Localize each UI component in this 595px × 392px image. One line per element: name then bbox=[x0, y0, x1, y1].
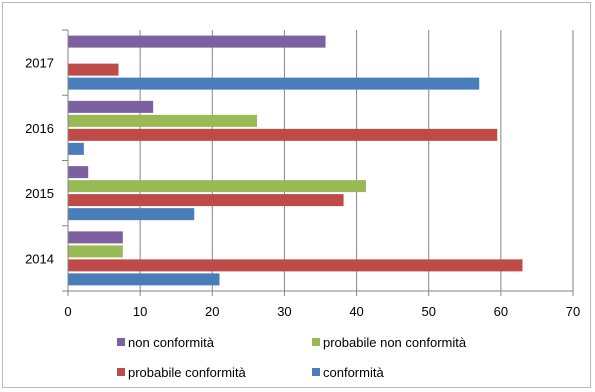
legend-swatch-probabile-conformita bbox=[117, 368, 125, 376]
bar-2016-probabile-conformita bbox=[68, 128, 498, 141]
x-tick-label-40: 40 bbox=[349, 304, 363, 319]
legend-swatch-non-conformita bbox=[117, 338, 125, 346]
legend-label-conformita: conformità bbox=[323, 365, 384, 380]
y-tick-label-2014: 2014 bbox=[25, 251, 54, 266]
bar-2016-non-conformita bbox=[68, 100, 154, 113]
x-tick-label-50: 50 bbox=[421, 304, 435, 319]
y-tick-label-2015: 2015 bbox=[25, 186, 54, 201]
x-tick-label-70: 70 bbox=[566, 304, 580, 319]
x-tick-label-60: 60 bbox=[494, 304, 508, 319]
legend-label-probabile-non-conformita: probabile non conformità bbox=[323, 335, 467, 350]
bar-2017-non-conformita bbox=[68, 35, 326, 48]
bar-2014-non-conformita bbox=[68, 231, 123, 244]
bar-2014-conformita bbox=[68, 273, 220, 286]
bar-2017-conformita bbox=[68, 77, 480, 90]
legend-swatch-probabile-non-conformita bbox=[312, 338, 320, 346]
bar-2015-conformita bbox=[68, 208, 195, 221]
legend-label-non-conformita: non conformità bbox=[128, 335, 215, 350]
bar-2014-probabile-non-conformita bbox=[68, 245, 123, 258]
bar-2015-probabile-conformita bbox=[68, 194, 344, 207]
y-tick-label-2016: 2016 bbox=[25, 121, 54, 136]
x-tick-label-20: 20 bbox=[205, 304, 219, 319]
bar-2015-non-conformita bbox=[68, 166, 89, 179]
x-tick-label-30: 30 bbox=[277, 304, 291, 319]
y-tick-label-2017: 2017 bbox=[25, 56, 54, 71]
x-tick-label-10: 10 bbox=[133, 304, 147, 319]
legend-label-probabile-conformita: probabile conformità bbox=[128, 365, 247, 380]
bar-2017-probabile-conformita bbox=[68, 63, 119, 76]
legend-swatch-conformita bbox=[312, 368, 320, 376]
bar-2015-probabile-non-conformita bbox=[68, 180, 366, 193]
x-tick-label-0: 0 bbox=[64, 304, 71, 319]
bar-2014-probabile-conformita bbox=[68, 259, 523, 272]
bar-2016-probabile-non-conformita bbox=[68, 114, 258, 127]
bar-2016-conformita bbox=[68, 142, 84, 155]
